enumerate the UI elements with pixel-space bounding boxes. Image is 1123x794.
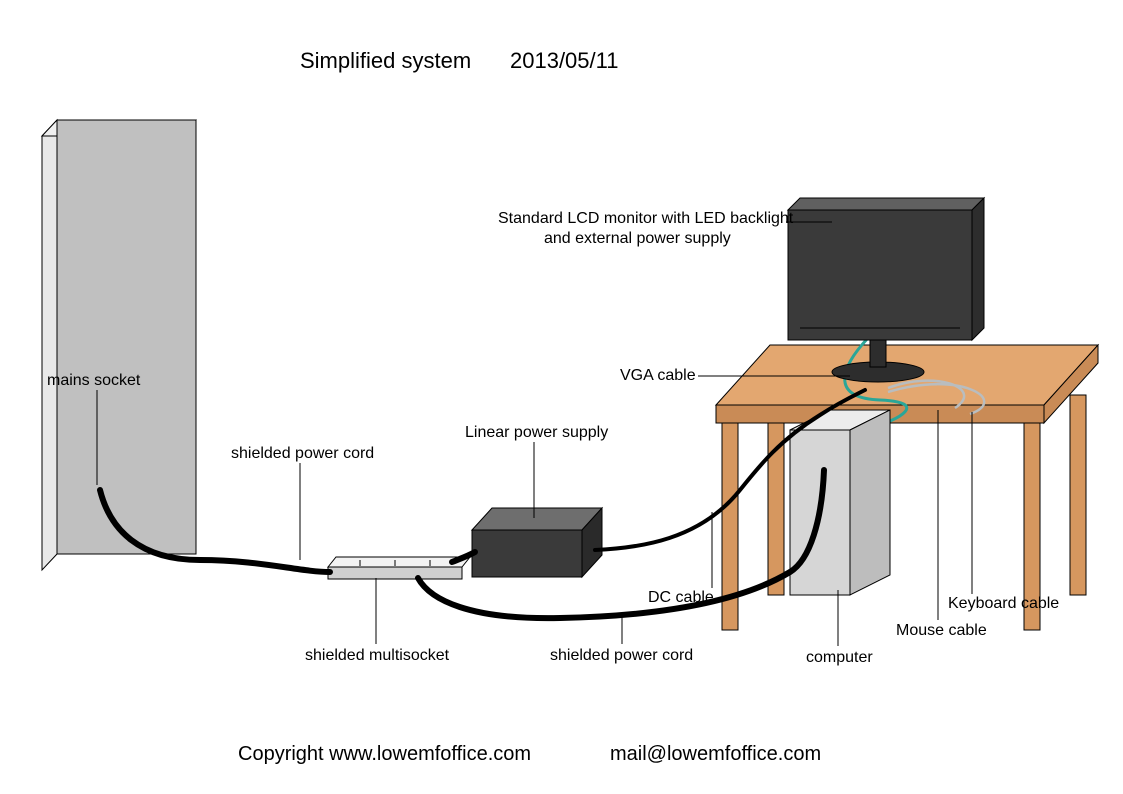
- wall-panel: [42, 120, 196, 570]
- footer-copyright: Copyright www.lowemfoffice.com: [238, 743, 531, 765]
- title-part-2: 2013/05/11: [510, 48, 618, 73]
- label-mains-socket: mains socket: [47, 372, 141, 389]
- label-shielded-cord-2: shielded power cord: [550, 647, 693, 664]
- linear-psu: [472, 508, 602, 577]
- label-monitor-line1: Standard LCD monitor with LED backlight: [498, 210, 794, 227]
- label-keyboard-cable: Keyboard cable: [948, 595, 1059, 612]
- diagram-canvas: Simplified system 2013/05/11: [0, 0, 1123, 794]
- label-dc-cable: DC cable: [648, 589, 714, 606]
- label-shielded-multisocket: shielded multisocket: [305, 647, 450, 664]
- label-mouse-cable: Mouse cable: [896, 622, 987, 639]
- label-vga-cable: VGA cable: [620, 367, 696, 384]
- shielded-multisocket: [328, 557, 470, 579]
- title-part-1: Simplified system: [300, 48, 471, 73]
- label-monitor-line2: and external power supply: [544, 230, 731, 247]
- label-computer: computer: [806, 649, 873, 666]
- footer-email: mail@lowemfoffice.com: [610, 743, 821, 765]
- computer-tower: [790, 410, 890, 595]
- label-shielded-cord-1: shielded power cord: [231, 445, 374, 462]
- label-linear-psu: Linear power supply: [465, 424, 608, 441]
